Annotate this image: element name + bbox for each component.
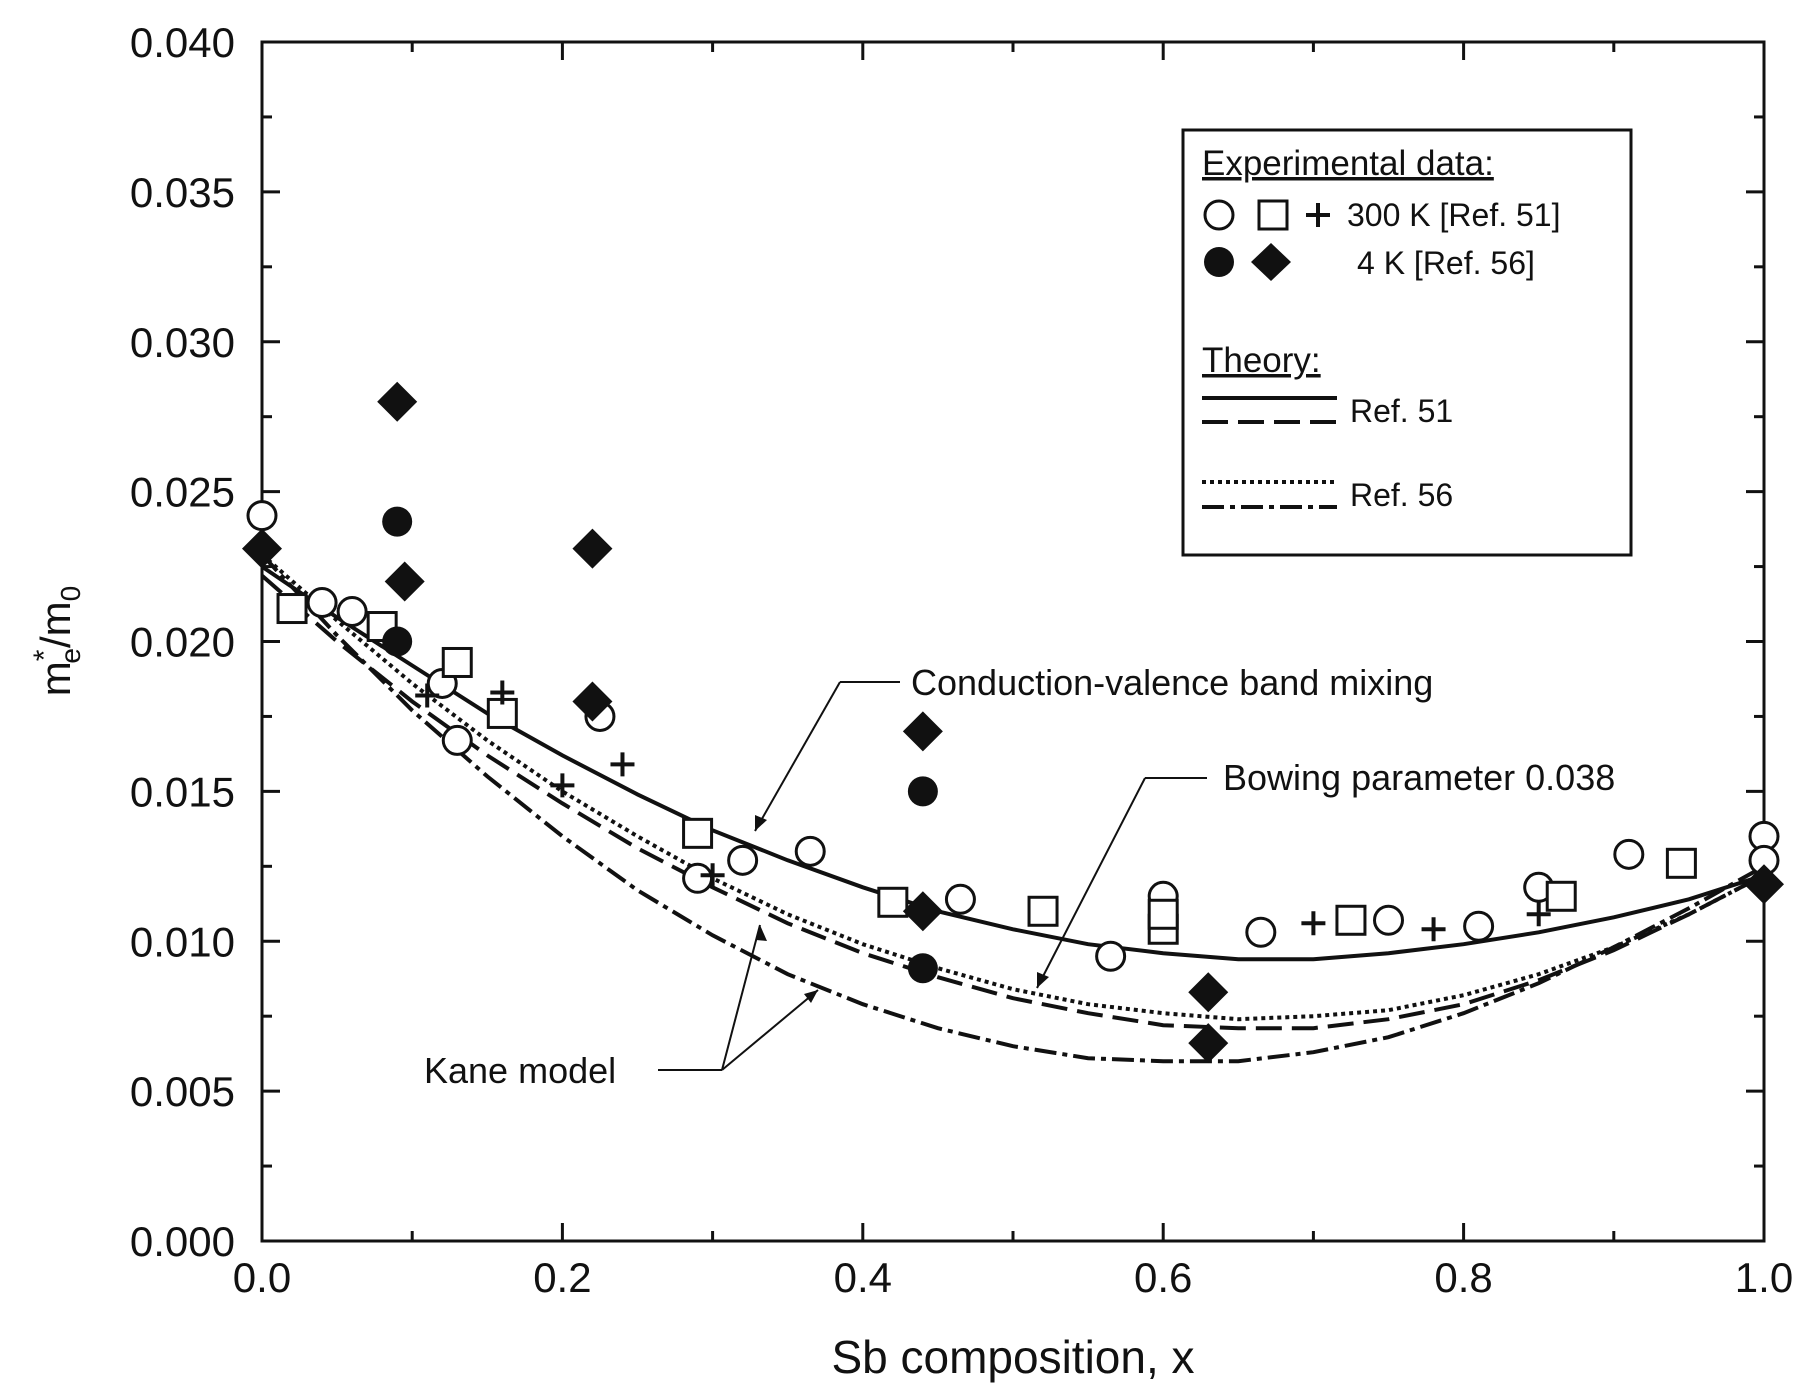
- y-tick-labels: 0.000 0.005 0.010 0.015 0.020 0.025 0.030 0.035…: [130, 19, 235, 1265]
- x-tick-label: 0.6: [1134, 1254, 1192, 1301]
- y-axis-title: m*e/m0: [28, 586, 86, 697]
- kane-arrowhead-lower: [804, 990, 818, 1003]
- bowing-arrowhead: [1037, 972, 1049, 988]
- data-markers: [242, 381, 1784, 1064]
- data-point-open-circle: [441, 724, 473, 756]
- y-tick-label: 0.030: [130, 319, 235, 366]
- kane-arrowhead-upper: [756, 925, 767, 941]
- data-point-open-square: [1545, 880, 1577, 912]
- legend-ref51-label: Ref. 51: [1350, 393, 1453, 429]
- data-point-filled-diamond: [242, 528, 282, 569]
- data-point-open-circle: [1463, 910, 1495, 942]
- data-point-open-square: [366, 611, 398, 643]
- legend-ref56-label: Ref. 56: [1350, 477, 1453, 513]
- legend-experimental-header: Experimental data:: [1202, 144, 1494, 183]
- y-tick-label: 0.025: [130, 469, 235, 516]
- annotation-arrowheads: [755, 815, 1049, 1003]
- data-point-plus: [1421, 917, 1446, 942]
- data-point-filled-diamond: [377, 381, 418, 422]
- data-point-plus: [490, 680, 515, 705]
- legend-300k-label: 300 K [Ref. 51]: [1347, 197, 1560, 233]
- data-point-filled-circle: [382, 506, 413, 537]
- data-point-filled-diamond: [1744, 864, 1784, 905]
- data-point-filled-circle: [382, 626, 413, 657]
- x-axis-title: Sb composition, x: [831, 1331, 1194, 1383]
- data-point-open-circle: [246, 500, 278, 532]
- data-point-open-square: [1335, 904, 1367, 936]
- legend: Experimental data: 300 K [Ref. 51] 4 K […: [1181, 128, 1633, 557]
- legend-4k-label: 4 K [Ref. 56]: [1357, 245, 1535, 281]
- y-tick-label: 0.010: [130, 918, 235, 965]
- annotations: [658, 681, 1207, 1071]
- annotation-band-mixing: Conduction-valence band mixing: [911, 662, 1433, 703]
- annotation-kane-model: Kane model: [424, 1050, 616, 1091]
- data-point-open-circle: [306, 587, 338, 619]
- legend-plus-marker: [1306, 203, 1330, 227]
- data-point-plus: [415, 683, 440, 708]
- data-point-open-circle: [1373, 904, 1404, 936]
- data-point-open-square: [1147, 898, 1179, 930]
- data-point-filled-diamond: [572, 528, 613, 569]
- data-point-open-square: [877, 886, 909, 918]
- data-point-filled-circle: [907, 776, 938, 807]
- data-point-filled-diamond: [1188, 1023, 1229, 1064]
- data-point-open-square: [1027, 895, 1059, 927]
- y-tick-label: 0.020: [130, 619, 235, 666]
- y-tick-label: 0.040: [130, 19, 235, 66]
- data-point-plus: [700, 863, 725, 888]
- data-point-plus: [1301, 911, 1326, 936]
- kane-arrow-lower: [721, 989, 819, 1071]
- data-point-open-square: [441, 646, 473, 678]
- theory-curve-dashdot: [260, 553, 1765, 1064]
- data-point-plus: [610, 752, 635, 777]
- data-point-filled-diamond: [902, 891, 943, 932]
- band-mixing-arrow: [754, 681, 841, 832]
- x-tick-labels: 0.0 0.2 0.4 0.6 0.8 1.0: [233, 1254, 1793, 1301]
- data-point-open-square: [1665, 847, 1697, 879]
- data-point-open-circle: [1095, 940, 1127, 972]
- data-point-open-circle: [682, 862, 714, 894]
- data-point-open-circle: [1245, 916, 1277, 948]
- data-point-filled-diamond: [572, 681, 613, 722]
- x-tick-label: 0.2: [533, 1254, 591, 1301]
- legend-open-square-marker: [1257, 199, 1289, 231]
- annotation-bowing: Bowing parameter 0.038: [1223, 757, 1615, 798]
- y-tick-label: 0.005: [130, 1068, 235, 1115]
- bowing-arrow: [1036, 777, 1146, 989]
- data-point-filled-diamond: [902, 711, 943, 752]
- band-mixing-arrowhead: [755, 815, 767, 831]
- y-tick-label: 0.035: [130, 169, 235, 216]
- legend-open-circle-marker: [1203, 199, 1235, 231]
- kane-arrow-upper: [721, 924, 761, 1071]
- data-point-filled-diamond: [384, 561, 425, 602]
- y-tick-label: 0.015: [130, 768, 235, 815]
- legend-theory-header: Theory:: [1202, 341, 1321, 380]
- x-tick-label: 0.0: [233, 1254, 291, 1301]
- data-point-open-circle: [336, 596, 368, 628]
- legend-filled-circle-marker: [1204, 247, 1234, 277]
- data-point-open-circle: [727, 844, 759, 876]
- data-point-open-square: [276, 593, 308, 625]
- data-point-open-circle: [794, 835, 826, 867]
- data-point-filled-diamond: [1188, 972, 1229, 1013]
- data-point-plus: [550, 773, 575, 798]
- data-point-open-circle: [1613, 838, 1645, 870]
- data-point-filled-circle: [907, 953, 938, 984]
- legend-filled-diamond-marker: [1251, 243, 1291, 281]
- theory-curve-dashed: [260, 574, 1765, 1031]
- data-point-plus: [1526, 902, 1551, 927]
- data-point-open-square: [682, 817, 714, 849]
- y-tick-label: 0.000: [130, 1218, 235, 1265]
- data-point-open-circle: [944, 883, 976, 915]
- theory-curve-dotted: [260, 553, 1765, 1022]
- x-tick-label: 0.8: [1434, 1254, 1492, 1301]
- x-tick-label: 1.0: [1735, 1254, 1793, 1301]
- x-tick-label: 0.4: [834, 1254, 892, 1301]
